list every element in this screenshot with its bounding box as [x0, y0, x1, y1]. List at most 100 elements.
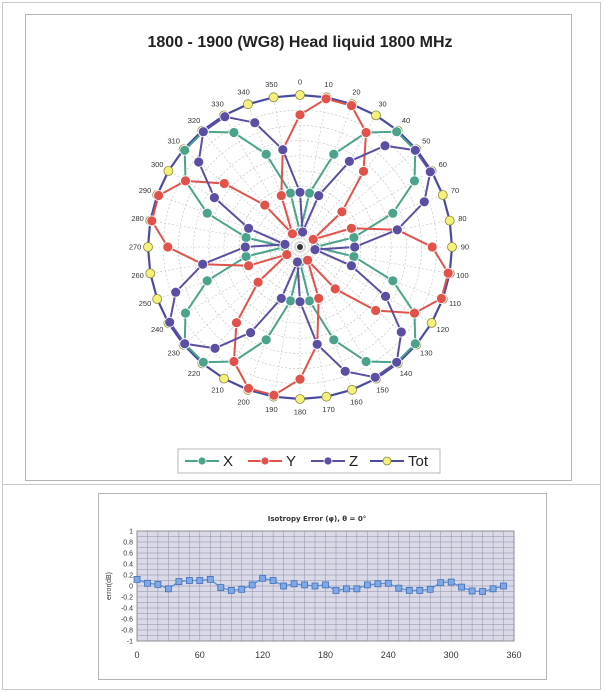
y-tick-label: 0.2 [123, 573, 133, 580]
polar-point-z [219, 111, 231, 123]
polar-grid-circle [193, 140, 407, 354]
polar-point-z [395, 326, 407, 338]
polar-point-x [328, 334, 340, 346]
polar-point-x [285, 187, 296, 199]
polar-angle-label: 30 [378, 100, 386, 109]
legend-swatch-marker [382, 456, 392, 466]
polar-angle-label: 260 [131, 271, 144, 280]
polar-point-y [294, 109, 306, 121]
polar-point-y [426, 241, 438, 253]
polar-point-z [311, 338, 323, 350]
y-tick-label: -0.8 [121, 628, 133, 635]
isotropy-point [238, 585, 246, 593]
isotropy-point [374, 580, 382, 588]
polar-point-tot [219, 373, 229, 384]
polar-point-z [343, 155, 355, 167]
polar-angle-label: 150 [376, 385, 389, 394]
polar-point-z [297, 226, 309, 238]
polar-point-x [304, 295, 315, 307]
isotropy-point [489, 585, 497, 593]
polar-point-z [239, 241, 251, 253]
polar-spoke [299, 170, 432, 248]
polar-spoke [299, 194, 443, 248]
polar-point-tot [426, 318, 437, 328]
y-tick-label: 0.4 [123, 562, 133, 569]
polar-point-tot [371, 110, 381, 121]
polar-angle-label: 330 [211, 100, 224, 109]
polar-point-tot [163, 166, 174, 176]
polar-angle-label: 60 [439, 160, 447, 169]
polar-point-z [243, 222, 255, 234]
polar-legend: X Y Z Tot [177, 448, 441, 474]
polar-point-z [380, 290, 392, 302]
polar-point-z [309, 244, 321, 256]
polar-point-tot [295, 90, 305, 100]
polar-point-x [260, 334, 272, 346]
polar-angle-label: 40 [402, 116, 410, 125]
isotropy-point [290, 580, 298, 588]
polar-point-x [387, 207, 399, 219]
polar-point-tot [321, 391, 332, 402]
polar-point-y [442, 267, 454, 279]
isotropy-point [185, 577, 193, 584]
y-tick-label: -0.4 [121, 606, 133, 613]
polar-point-z [294, 186, 306, 198]
y-tick-label: 1 [129, 529, 133, 536]
polar-spoke [299, 246, 443, 300]
legend-swatch-marker [323, 456, 333, 466]
polar-angle-label: 10 [324, 80, 332, 89]
polar-point-z [197, 258, 209, 270]
polar-point-z [369, 371, 381, 383]
legend-swatch-marker [260, 456, 270, 466]
isotropy-chart-title: Isotropy Error (φ), θ = 0° [268, 515, 366, 523]
polar-point-x [348, 232, 360, 243]
polar-point-tot [152, 294, 163, 304]
polar-point-y [268, 389, 280, 401]
polar-angle-label: 180 [294, 407, 307, 416]
polar-point-x [328, 148, 340, 160]
legend-label-tot: Tot [408, 453, 429, 470]
polar-spoke [157, 246, 301, 300]
polar-point-x [201, 207, 213, 219]
polar-point-y [146, 215, 158, 227]
polar-angle-label: 160 [350, 398, 363, 407]
polar-angle-label: 90 [461, 243, 469, 252]
polar-point-y [345, 222, 357, 234]
isotropy-point [259, 574, 267, 582]
polar-spoke [299, 246, 398, 364]
polar-point-x [201, 275, 213, 287]
isotropy-point [164, 585, 172, 593]
polar-point-y [153, 190, 165, 201]
polar-point-z [279, 238, 291, 250]
polar-point-y [358, 165, 369, 177]
polar-angle-label: 300 [151, 160, 164, 169]
isotropy-point [269, 577, 277, 584]
polar-point-z [409, 144, 421, 156]
polar-point-z [164, 316, 176, 328]
polar-angle-label: 240 [151, 325, 164, 334]
polar-point-z [418, 196, 430, 208]
polar-angle-label: 0 [298, 78, 302, 87]
legend-swatch-marker [197, 456, 207, 466]
isotropy-point [405, 587, 413, 594]
x-tick-label: 120 [255, 650, 270, 660]
polar-angle-label: 130 [420, 349, 433, 358]
y-tick-label: 0.8 [123, 540, 133, 547]
polar-spoke [168, 246, 301, 324]
polar-point-z [208, 192, 220, 204]
legend-label-z: Z [349, 453, 358, 470]
isotropy-point [426, 585, 434, 593]
polar-point-x [285, 295, 296, 307]
polar-angle-label: 220 [188, 369, 201, 378]
polar-point-y [259, 199, 271, 211]
polar-point-x [240, 232, 252, 243]
polar-spoke [299, 130, 398, 248]
x-tick-label: 180 [318, 650, 333, 660]
polar-point-x [228, 127, 240, 138]
polar-point-z [291, 256, 303, 268]
polar-point-x [180, 307, 191, 319]
polar-spoke [273, 97, 301, 248]
polar-point-z [249, 117, 261, 129]
polar-point-y [231, 317, 242, 329]
